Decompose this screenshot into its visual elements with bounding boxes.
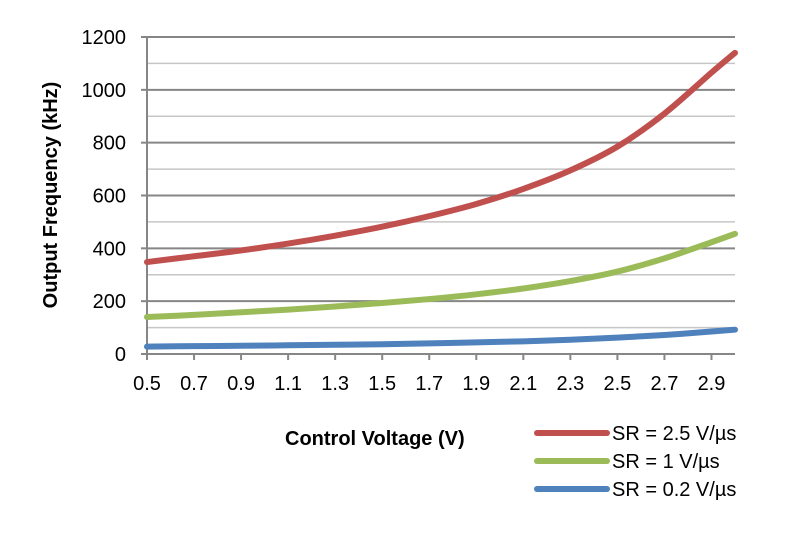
x-tick-label: 0.5 bbox=[133, 373, 161, 395]
x-tick-label: 1.5 bbox=[368, 373, 396, 395]
x-tick-label: 1.1 bbox=[274, 373, 302, 395]
y-tick-label: 0 bbox=[115, 344, 126, 366]
gridlines bbox=[147, 36, 735, 329]
y-tick-label: 800 bbox=[93, 133, 126, 155]
series-line-2 bbox=[144, 326, 738, 350]
x-tick-label: 1.9 bbox=[462, 373, 490, 395]
legend-label-2: SR = 0.2 V/µs bbox=[612, 479, 736, 501]
y-tick-label: 200 bbox=[93, 291, 126, 313]
legend-label-1: SR = 1 V/µs bbox=[612, 451, 720, 473]
x-tick-label: 2.3 bbox=[556, 373, 584, 395]
series-lines bbox=[144, 49, 738, 350]
series-line-1 bbox=[144, 230, 738, 321]
legend: SR = 2.5 V/µs SR = 1 V/µs SR = 0.2 V/µs bbox=[534, 423, 736, 501]
x-axis-title: Control Voltage (V) bbox=[285, 428, 465, 450]
legend-label-0: SR = 2.5 V/µs bbox=[612, 423, 736, 445]
x-tick-label: 2.7 bbox=[651, 373, 679, 395]
x-tick-label: 0.7 bbox=[180, 373, 208, 395]
y-tick-label: 600 bbox=[93, 186, 126, 208]
y-axis-title: Output Frequency (kHz) bbox=[40, 82, 62, 309]
x-tick-label: 2.9 bbox=[698, 373, 726, 395]
x-tick-label: 1.3 bbox=[321, 373, 349, 395]
x-tick-label: 2.5 bbox=[603, 373, 631, 395]
y-tick-label: 400 bbox=[93, 238, 126, 260]
series-line-0 bbox=[144, 49, 738, 266]
x-tick-label: 0.9 bbox=[227, 373, 255, 395]
y-tick-labels: 0 200 400 600 800 1000 1200 bbox=[82, 27, 147, 366]
y-tick-label: 1000 bbox=[82, 80, 127, 102]
x-tick-label: 2.1 bbox=[509, 373, 537, 395]
x-tick-labels: 0.5 0.7 0.9 1.1 1.3 1.5 1.7 1.9 2.1 2.3 2.5 2.7 2.9 bbox=[133, 354, 725, 395]
y-tick-label: 1200 bbox=[82, 27, 127, 49]
x-tick-label: 1.7 bbox=[415, 373, 443, 395]
